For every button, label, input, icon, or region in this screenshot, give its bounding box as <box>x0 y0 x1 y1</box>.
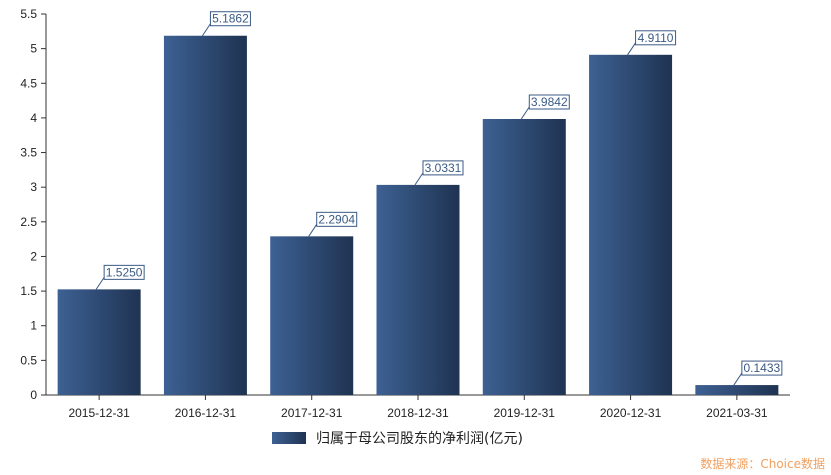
y-tick-label: 2 <box>30 249 37 263</box>
data-label: 2.2904 <box>318 212 355 226</box>
data-label-box <box>209 11 251 27</box>
data-label-box <box>316 211 358 227</box>
source-note: 数据来源：Choice数据 <box>700 457 825 471</box>
bar <box>376 184 460 395</box>
bar <box>589 54 673 395</box>
data-label: 3.9842 <box>531 95 568 109</box>
data-label-box <box>422 160 464 176</box>
x-tick-label: 2018-12-31 <box>387 406 449 420</box>
x-tick-label: 2020-12-31 <box>600 406 662 420</box>
y-tick-label: 2.5 <box>20 215 37 229</box>
y-tick-label: 1 <box>30 319 37 333</box>
bar <box>482 119 566 395</box>
legend-label: 归属于母公司股东的净利润(亿元) <box>316 430 523 447</box>
data-label-leader <box>202 23 211 37</box>
data-label-box <box>741 360 783 376</box>
y-tick-label: 1.5 <box>20 284 37 298</box>
x-tick-label: 2017-12-31 <box>281 406 343 420</box>
bar <box>57 289 141 395</box>
axes: 0 0.5 1 1.5 2 2.5 3 3.5 4 4.5 5 5.5 2015-12-31 2016-1… <box>20 7 790 420</box>
bar <box>270 236 354 395</box>
bar <box>163 35 247 395</box>
x-tick-label: 2019-12-31 <box>494 406 556 420</box>
data-label-leader <box>414 172 424 186</box>
data-label-box <box>635 30 677 46</box>
data-label: 3.0331 <box>425 161 462 175</box>
data-label-box <box>103 264 145 280</box>
data-label-leader <box>308 224 318 237</box>
y-tick-label: 5.5 <box>20 7 37 21</box>
y-tick-label: 3.5 <box>20 146 37 160</box>
bars: 1.5250 5.1862 2.2904 3.0331 3.9842 4.9110 0.14… <box>57 11 783 395</box>
bar <box>695 385 779 395</box>
data-label-leader <box>95 277 105 290</box>
x-tick-label: 2015-12-31 <box>68 406 130 420</box>
data-label: 0.1433 <box>744 361 781 375</box>
data-label-leader <box>520 106 530 120</box>
y-tick-label: 4 <box>30 111 37 125</box>
legend-swatch <box>272 432 306 444</box>
data-label-box <box>528 94 570 110</box>
y-tick-label: 0 <box>30 388 37 402</box>
y-tick-label: 5 <box>30 42 37 56</box>
data-label: 5.1862 <box>212 12 249 26</box>
y-tick-label: 0.5 <box>20 353 37 367</box>
legend: 归属于母公司股东的净利润(亿元) <box>272 430 523 447</box>
x-tick-label: 2021-03-31 <box>706 406 768 420</box>
data-label: 1.5250 <box>106 265 143 279</box>
y-tick-label: 4.5 <box>20 76 37 90</box>
data-label-leader <box>733 372 743 386</box>
y-tick-label: 3 <box>30 180 37 194</box>
data-label-leader <box>627 42 636 56</box>
data-label: 4.9110 <box>638 31 674 45</box>
x-tick-label: 2016-12-31 <box>175 406 237 420</box>
